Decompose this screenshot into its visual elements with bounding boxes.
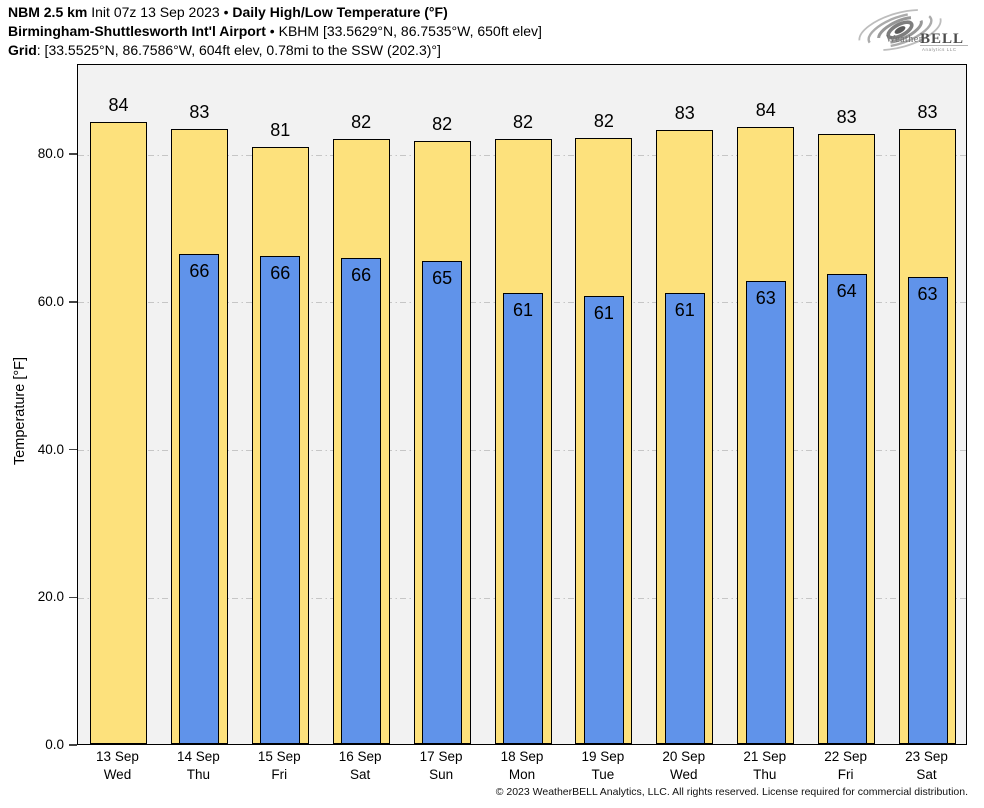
x-tick-day: Fri: [837, 767, 854, 782]
low-value-label: 66: [189, 260, 210, 281]
x-tick-date: 15 Sep: [257, 749, 301, 764]
high-value-label: 82: [593, 111, 614, 132]
high-value-label: 81: [270, 120, 291, 141]
y-tick-mark: [69, 448, 77, 451]
x-tick-label: 22 Sep Fri: [805, 748, 886, 784]
high-value-label: 83: [836, 106, 857, 127]
low-value-label: 61: [593, 303, 614, 324]
y-tick-mark: [69, 153, 77, 155]
low-value-label: 61: [674, 300, 695, 321]
x-tick-day: Thu: [186, 767, 210, 782]
y-tick-label: 60.0: [37, 293, 64, 309]
low-bar: [826, 274, 867, 744]
model-name: NBM 2.5 km: [8, 4, 88, 20]
x-axis: 13 Sep Wed 14 Sep Thu 15 Sep Fri 16 Sep Sat 17 S…: [77, 748, 967, 788]
high-bar: [89, 122, 147, 744]
x-tick-day: Sat: [916, 767, 937, 782]
low-bar: [745, 280, 786, 744]
x-tick-label: 13 Sep Wed: [77, 748, 158, 784]
station-coords: • KBHM [33.5629°N, 86.7535°W, 650ft elev…: [265, 23, 542, 39]
low-bar: [503, 292, 543, 744]
low-bar: [422, 260, 463, 744]
x-tick-date: 21 Sep: [743, 749, 787, 764]
low-value-label: 66: [270, 262, 291, 283]
x-tick-date: 20 Sep: [662, 749, 706, 764]
low-bar: [583, 296, 624, 744]
grid-label: Grid: [8, 42, 37, 58]
logo-text-weather: Weather: [886, 34, 923, 45]
y-tick-label: 40.0: [37, 441, 64, 457]
low-value-label: 65: [432, 267, 453, 288]
x-tick-label: 17 Sep Sun: [401, 748, 482, 784]
y-tick-mark: [69, 301, 77, 303]
chart-title: Daily High/Low Temperature (°F): [232, 4, 448, 20]
x-tick-day: Thu: [753, 767, 777, 782]
logo-text-bell: BELL: [920, 31, 964, 47]
x-tick-date: 14 Sep: [176, 749, 220, 764]
low-value-label: 64: [836, 281, 857, 302]
high-value-label: 83: [674, 103, 695, 124]
x-tick-date: 18 Sep: [500, 749, 544, 764]
high-value-label: 83: [189, 101, 210, 122]
low-bar: [907, 277, 948, 744]
weatherbell-swirl-icon: Weather BELL Analytics LLC: [858, 9, 968, 52]
x-tick-date: 22 Sep: [824, 749, 868, 764]
high-value-label: 82: [432, 113, 453, 134]
x-tick-day: Sat: [350, 767, 371, 782]
low-bar: [664, 293, 705, 744]
x-tick-date: 17 Sep: [419, 749, 463, 764]
low-value-label: 63: [917, 284, 938, 305]
y-tick-label: 20.0: [37, 589, 64, 605]
high-value-label: 83: [917, 101, 938, 122]
weatherbell-logo: Weather BELL Analytics LLC: [856, 2, 980, 56]
low-bar: [260, 255, 301, 744]
high-value-label: 82: [512, 112, 533, 133]
x-tick-date: 23 Sep: [905, 749, 948, 764]
low-bar: [341, 258, 382, 744]
x-tick-day: Sun: [429, 767, 454, 782]
title-line-3: Grid: [33.5525°N, 86.7586°W, 604ft elev,…: [8, 41, 542, 60]
y-tick-label: 0.0: [45, 737, 64, 752]
x-tick-day: Wed: [670, 767, 698, 782]
low-bar: [179, 253, 220, 744]
x-tick-label: 20 Sep Wed: [643, 748, 724, 784]
grid-coords: : [33.5525°N, 86.7586°W, 604ft elev, 0.7…: [36, 42, 441, 58]
x-tick-label: 15 Sep Fri: [239, 748, 320, 784]
x-tick-label: 18 Sep Mon: [482, 748, 563, 784]
y-axis: 0.0 20.0 40.0 60.0 80.0: [0, 64, 77, 752]
init-time: Init 07z 13 Sep 2023 •: [87, 4, 233, 20]
chart-header: NBM 2.5 km Init 07z 13 Sep 2023 • Daily …: [8, 3, 542, 60]
high-value-label: 82: [351, 112, 372, 133]
x-tick-label: 16 Sep Sat: [320, 748, 401, 784]
title-line-1: NBM 2.5 km Init 07z 13 Sep 2023 • Daily …: [8, 3, 542, 22]
x-tick-day: Mon: [508, 767, 536, 782]
high-value-label: 84: [755, 99, 776, 120]
x-tick-day: Wed: [103, 767, 132, 782]
low-value-label: 66: [351, 264, 372, 285]
x-tick-date: 19 Sep: [581, 749, 625, 764]
low-value-label: 61: [512, 299, 534, 320]
y-tick-mark: [69, 744, 77, 746]
station-name: Birmingham-Shuttlesworth Int'l Airport: [8, 23, 266, 39]
x-tick-date: 13 Sep: [96, 749, 139, 764]
x-tick-day: Tue: [591, 767, 615, 782]
x-tick-label: 14 Sep Thu: [158, 748, 239, 784]
y-tick-label: 80.0: [37, 146, 64, 162]
logo-text-sub: Analytics LLC: [922, 47, 957, 52]
x-tick-label: 19 Sep Tue: [562, 748, 643, 784]
x-tick-day: Fri: [271, 767, 288, 782]
x-tick-label: 21 Sep Thu: [724, 748, 805, 784]
low-value-label: 63: [755, 287, 776, 308]
title-line-2: Birmingham-Shuttlesworth Int'l Airport •…: [8, 22, 542, 41]
x-tick-date: 16 Sep: [338, 749, 382, 764]
high-value-label: 84: [108, 95, 129, 116]
x-tick-label: 23 Sep Sat: [886, 748, 967, 784]
y-tick-mark: [69, 596, 77, 598]
plot-area: 84 83 66 81 66 82 66 82 65 82 61 82 61 83 61 84 63 83 64 83…: [77, 64, 967, 745]
copyright-text: © 2023 WeatherBELL Analytics, LLC. All r…: [495, 786, 968, 798]
